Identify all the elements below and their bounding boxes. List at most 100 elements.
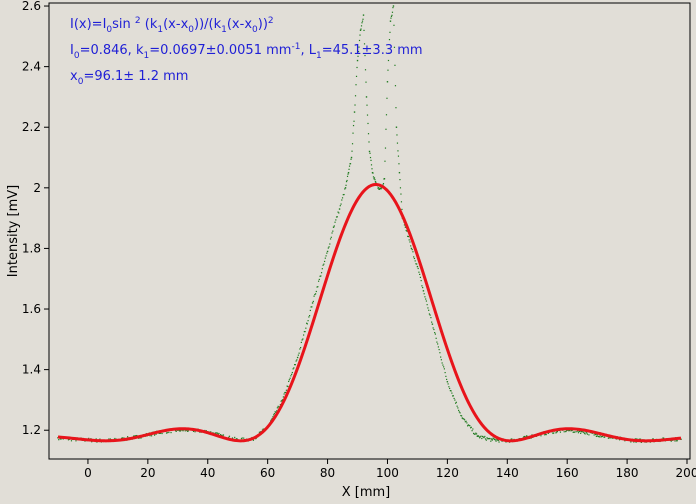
measured-point: [501, 440, 503, 442]
y-axis-ticks: 1.2 1.4 1.6 1.8 2 2.2 2.4 2.6: [22, 0, 49, 437]
measured-point: [553, 432, 555, 434]
measured-point: [373, 178, 375, 180]
measured-point: [346, 175, 349, 177]
measured-point: [444, 371, 446, 374]
measured-point: [401, 208, 403, 211]
measured-point: [380, 187, 383, 189]
measured-point: [352, 132, 354, 134]
measured-point: [258, 431, 261, 433]
measured-point: [357, 50, 360, 53]
measured-point: [278, 406, 280, 408]
measured-point: [180, 429, 182, 432]
measured-point: [276, 407, 278, 409]
measured-point: [633, 441, 635, 443]
measured-point: [422, 290, 425, 292]
measured-point: [166, 432, 168, 434]
measured-point: [583, 431, 585, 433]
measured-point: [306, 323, 308, 325]
measured-point: [214, 432, 216, 434]
measured-point: [295, 360, 297, 362]
measured-point: [170, 431, 172, 434]
measured-point: [123, 437, 125, 439]
measured-point: [426, 304, 428, 306]
measured-point: [604, 436, 606, 438]
measured-point: [523, 436, 525, 438]
measured-point: [300, 346, 302, 349]
measured-point: [216, 432, 219, 434]
measured-point: [351, 150, 353, 152]
measured-point: [321, 268, 323, 270]
x-tick-label: 120: [436, 466, 459, 480]
measured-point: [639, 438, 641, 440]
measured-point: [384, 160, 386, 162]
measured-point: [109, 438, 112, 440]
measured-point: [175, 430, 177, 432]
measured-point: [352, 124, 355, 127]
measured-point: [389, 20, 392, 22]
y-axis-label: Intensity [mV]: [6, 185, 21, 277]
measured-point: [416, 263, 418, 265]
measured-point: [545, 434, 547, 436]
measured-point: [466, 425, 469, 427]
measured-point: [287, 385, 289, 388]
measured-point: [323, 263, 325, 265]
measured-point: [326, 250, 329, 253]
measured-point: [570, 430, 572, 432]
measured-point: [630, 441, 632, 443]
measured-point: [212, 432, 214, 434]
measured-point: [449, 390, 451, 392]
measured-point: [309, 309, 311, 312]
measured-point: [585, 431, 587, 433]
measured-point: [345, 184, 347, 186]
measured-point: [280, 400, 282, 402]
measured-point: [459, 412, 461, 414]
measured-point: [451, 392, 453, 394]
measured-point: [297, 354, 299, 356]
measured-point: [386, 97, 388, 99]
measured-point: [482, 436, 484, 438]
x-tick-label: 160: [556, 466, 579, 480]
x-tick-label: 140: [496, 466, 519, 480]
measured-point: [581, 431, 583, 433]
measured-point: [91, 441, 93, 443]
measured-point: [572, 431, 574, 433]
measured-point: [608, 437, 610, 439]
measured-point: [470, 426, 472, 428]
measured-point: [492, 437, 494, 439]
measured-point: [412, 251, 414, 253]
measured-point: [360, 28, 362, 30]
measured-point: [336, 216, 338, 218]
measured-point: [315, 290, 317, 293]
measured-point: [99, 438, 101, 440]
fit-parameters: I0=0.846, k1=0.0697±0.0051 mm-1, L1=45.1…: [70, 42, 423, 61]
fit-curve: [57, 183, 682, 443]
fit-x0: x0=96.1± 1.2 mm: [70, 69, 188, 87]
measured-point: [349, 163, 352, 165]
measured-point: [446, 378, 448, 381]
measured-point: [386, 81, 389, 83]
measured-point: [347, 173, 349, 175]
measured-point: [496, 439, 499, 441]
measured-point: [273, 413, 275, 415]
measured-point: [311, 306, 313, 308]
measured-point: [359, 29, 362, 31]
measured-point: [133, 435, 135, 437]
measured-point: [552, 432, 554, 435]
measured-point: [218, 432, 220, 435]
measured-point: [407, 235, 410, 238]
measured-point: [388, 52, 390, 54]
y-tick-label: 1.2: [22, 423, 41, 437]
measured-point: [304, 331, 306, 333]
measured-point: [452, 395, 454, 397]
measured-point: [367, 122, 369, 125]
measured-point: [281, 399, 284, 401]
measured-point: [371, 168, 373, 170]
measured-point: [293, 367, 295, 369]
measured-point: [464, 419, 466, 421]
measured-point: [437, 346, 439, 348]
fit-formula: I(x)=I0sin 2 (k1(x-x0))/(k1(x-x0))2: [70, 16, 274, 35]
measured-point: [436, 341, 438, 343]
measured-point: [397, 150, 399, 152]
measured-point: [67, 439, 70, 441]
